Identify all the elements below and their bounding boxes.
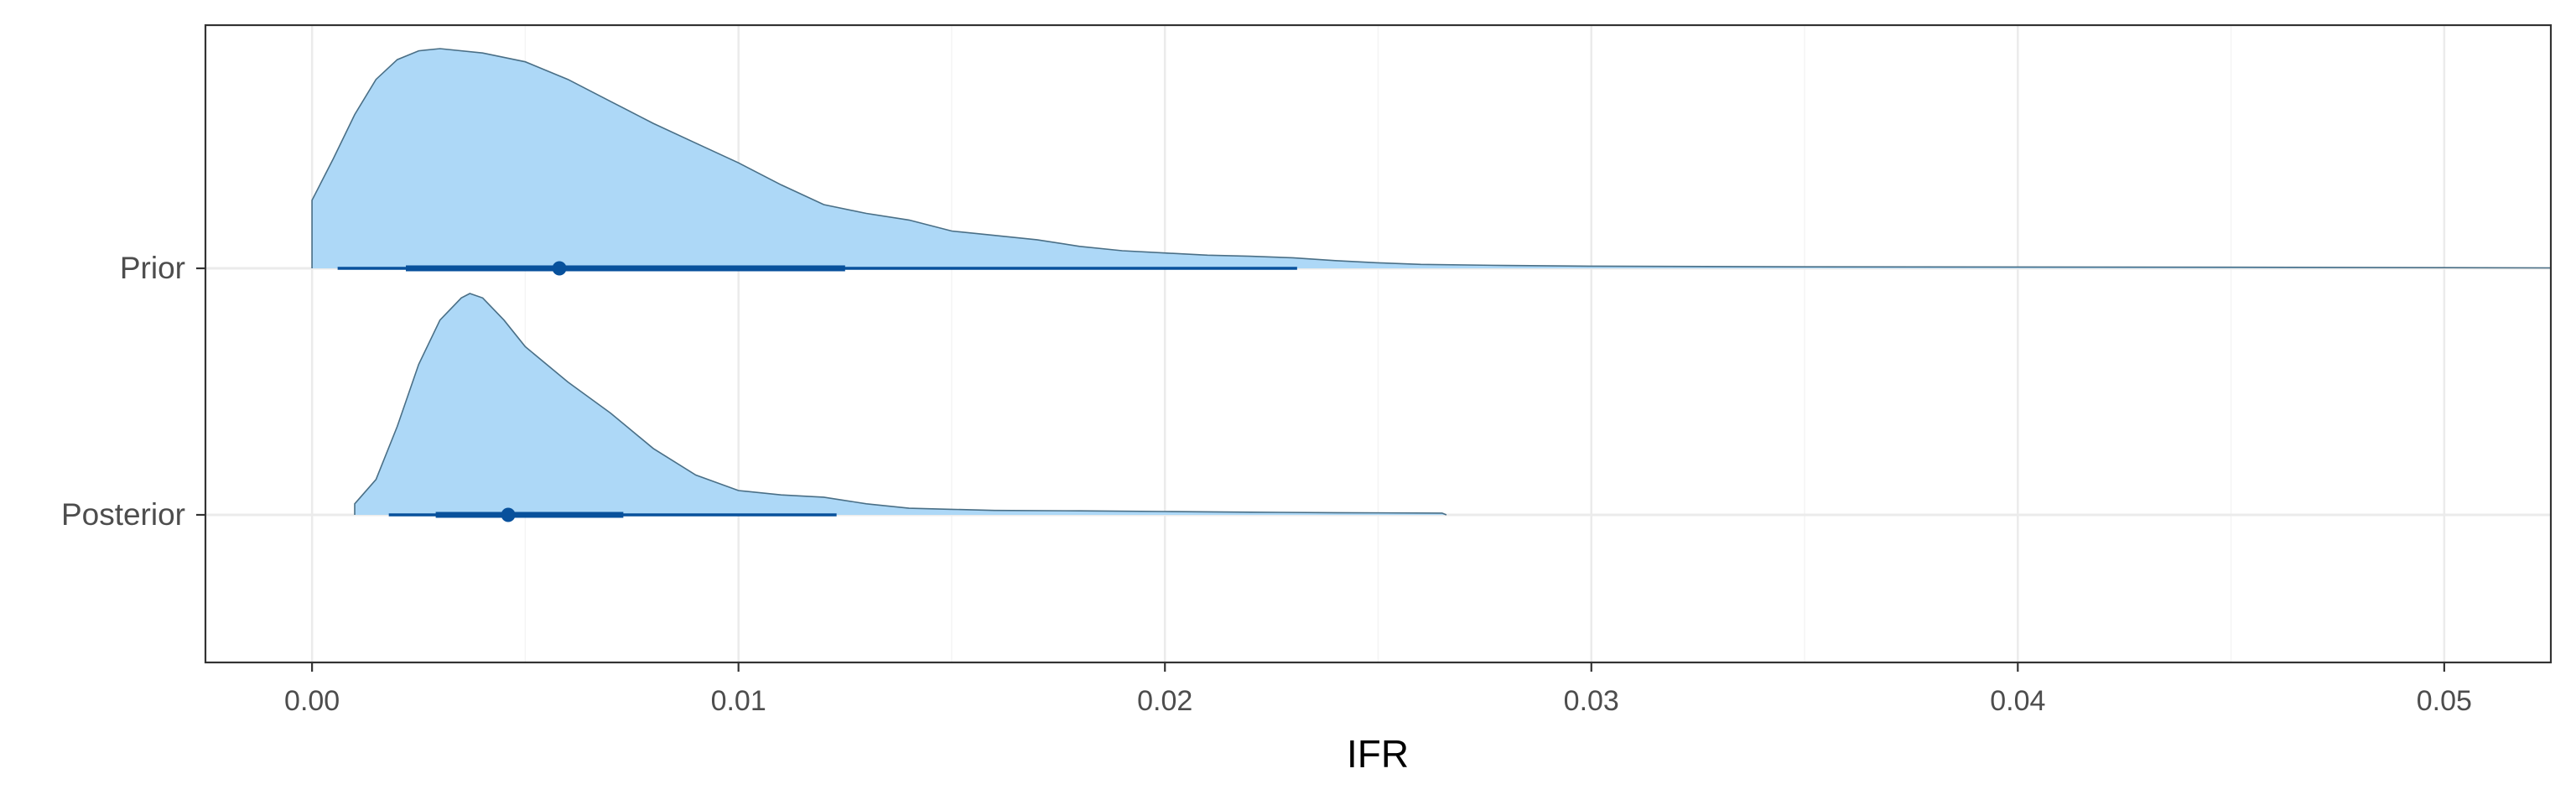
density-fill-prior xyxy=(312,49,2551,268)
density-outline-prior xyxy=(311,48,2552,269)
x-tick-label: 0.05 xyxy=(2417,685,2472,717)
point-estimate-posterior xyxy=(501,507,516,522)
axes: 0.00 0.01 0.02 0.03 0.04 0.05 Prior Posterior xyxy=(61,251,2472,717)
interval-bars xyxy=(337,261,1297,522)
point-estimate-prior xyxy=(552,261,567,276)
x-tick-label: 0.00 xyxy=(284,685,340,717)
density-fill-posterior xyxy=(355,293,1446,515)
x-tick-label: 0.02 xyxy=(1137,685,1192,717)
density-outline-posterior xyxy=(354,293,1447,516)
y-tick-label-prior: Prior xyxy=(120,251,185,285)
x-tick-label: 0.01 xyxy=(711,685,766,717)
plot-panel-border xyxy=(204,23,2553,664)
y-tick-label-posterior: Posterior xyxy=(61,497,185,532)
density-areas xyxy=(311,48,2552,516)
x-axis-title: IFR xyxy=(1347,732,1409,776)
x-tick-label: 0.04 xyxy=(1990,685,2045,717)
x-tick-label: 0.03 xyxy=(1564,685,1619,717)
